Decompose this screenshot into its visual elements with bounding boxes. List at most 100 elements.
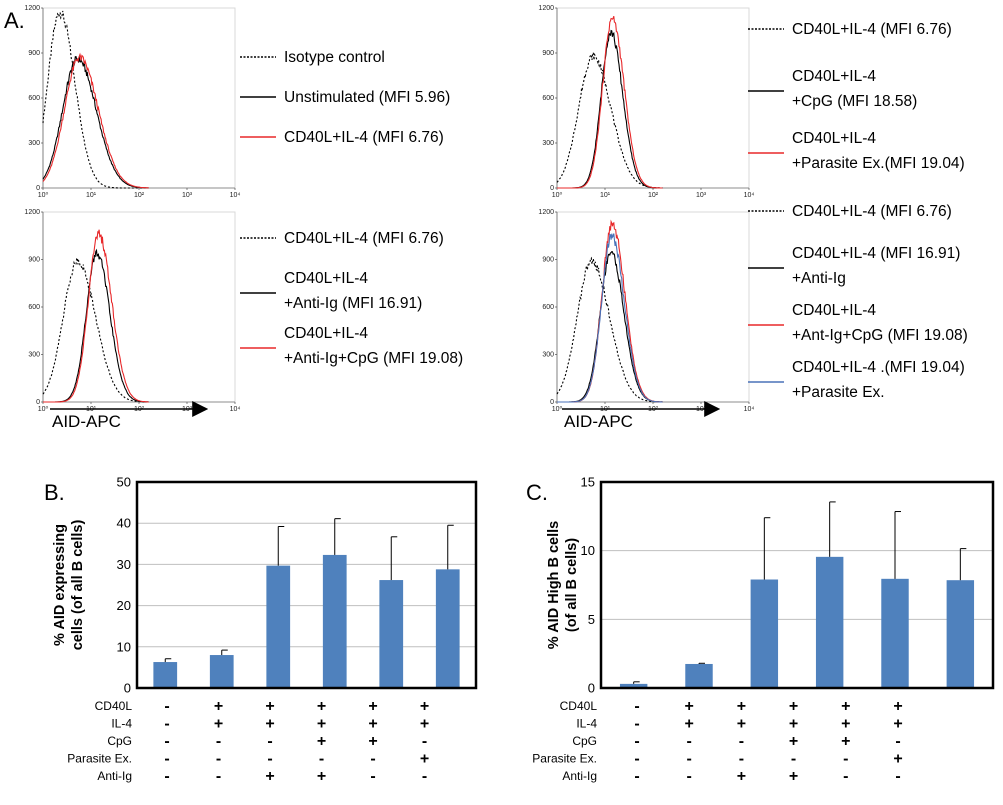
y-axis-label-line1: % AID High B cells <box>546 521 562 649</box>
plus-sign: + <box>789 716 798 733</box>
y-tick-label: 0 <box>36 185 40 192</box>
plus-sign: + <box>789 733 798 750</box>
condition-row: CpG - - - + + - <box>107 733 427 750</box>
legend-item: Isotype control <box>240 49 385 66</box>
minus-sign: - <box>843 768 848 785</box>
y-tick-label: 300 <box>542 352 554 359</box>
minus-sign: - <box>267 733 272 750</box>
legend-item: CD40L+IL-4 (MFI 6.76) <box>748 21 952 38</box>
bar <box>435 569 460 688</box>
x-tick-label: 10⁰ <box>38 191 49 199</box>
x-tick-label: 10⁰ <box>38 405 49 413</box>
plus-sign: + <box>737 698 746 715</box>
plus-sign: + <box>265 768 274 785</box>
minus-sign: - <box>634 733 639 750</box>
minus-sign: - <box>634 751 639 768</box>
y-tick-label: 600 <box>542 95 554 102</box>
plus-sign: + <box>737 716 746 733</box>
y-tick-label: 1200 <box>24 5 40 12</box>
condition-label: CpG <box>107 734 132 748</box>
condition-label: Parasite Ex. <box>532 752 597 766</box>
histogram-curve <box>42 52 149 189</box>
bar-chart-b: 0 10 20 30 40 50 % AID expressing cells (of all… <box>52 475 478 785</box>
bar-chart-c: 0 5 10 15 % AID High B cells (of all B cells)… <box>532 475 995 785</box>
legend-item: CD40L+IL-4 +Anti-Ig (MFI 16.91) <box>240 270 422 312</box>
histogram-panel-4: 1200900600300010⁰10¹10²10³10⁴CD40L+IL-4 … <box>538 203 967 413</box>
minus-sign: - <box>687 768 692 785</box>
plus-sign: + <box>317 733 326 750</box>
plus-sign: + <box>841 716 850 733</box>
condition-label: CpG <box>572 734 597 748</box>
minus-sign: - <box>216 768 221 785</box>
x-axis-title-right: AID-APC <box>562 401 721 431</box>
legend-label: CD40L+IL-4 (MFI 6.76) <box>284 129 444 146</box>
legend-label-line2: +Parasite Ex. <box>792 384 885 401</box>
plus-sign: + <box>789 698 798 715</box>
plus-sign: + <box>893 698 902 715</box>
histogram-curve <box>556 50 663 189</box>
legend-item: CD40L+IL-4 (MFI 16.91) +Anti-Ig <box>748 245 960 287</box>
y-tick-label: 300 <box>28 140 40 147</box>
y-tick-label: 1200 <box>538 5 554 12</box>
histogram-curve <box>557 250 663 403</box>
plus-sign: + <box>368 733 377 750</box>
legend-item: CD40L+IL-4 (MFI 6.76) <box>748 203 952 220</box>
bar <box>619 683 648 688</box>
legend-label: CD40L+IL-4 .(MFI 19.04) <box>792 359 965 376</box>
y-tick-label: 0 <box>550 185 554 192</box>
plus-sign: + <box>737 768 746 785</box>
condition-label: IL-4 <box>576 717 597 731</box>
legend-label: CD40L+IL-4 <box>792 68 876 85</box>
legend-label: CD40L+IL-4 (MFI 6.76) <box>792 21 952 38</box>
histogram-legend: CD40L+IL-4 (MFI 6.76) CD40L+IL-4 +CpG (MFI… <box>748 21 965 172</box>
bar <box>750 579 779 688</box>
x-tick-label: 10⁴ <box>744 192 755 199</box>
legend-item: CD40L+IL-4 (MFI 6.76) <box>240 230 444 247</box>
histogram-legend: CD40L+IL-4 (MFI 6.76) CD40L+IL-4 (MFI 16.… <box>748 203 968 401</box>
legend-item: Unstimulated (MFI 5.96) <box>240 89 450 106</box>
y-tick-label: 15 <box>581 475 595 490</box>
bar <box>266 565 291 688</box>
plus-sign: + <box>841 733 850 750</box>
legend-item: CD40L+IL-4 +Anti-Ig+CpG (MFI 19.08) <box>240 325 463 367</box>
y-tick-label: 0 <box>550 399 554 406</box>
plus-sign: + <box>265 698 274 715</box>
plus-sign: + <box>317 698 326 715</box>
legend-label: CD40L+IL-4 <box>284 325 368 342</box>
minus-sign: - <box>687 751 692 768</box>
histogram-curve <box>43 248 149 403</box>
plus-sign: + <box>368 698 377 715</box>
minus-sign: - <box>687 733 692 750</box>
minus-sign: - <box>370 751 375 768</box>
x-tick-label: 10³ <box>696 192 707 199</box>
histogram-curve <box>42 10 149 189</box>
y-tick-label: 0 <box>124 681 131 696</box>
panel-label-b: B. <box>44 480 65 505</box>
x-axis-title-label: AID-APC <box>52 412 121 431</box>
histogram-curve <box>557 233 663 403</box>
y-tick-label: 600 <box>542 304 554 311</box>
condition-row: CpG - - - + + - <box>572 733 900 750</box>
minus-sign: - <box>164 716 169 733</box>
x-tick-label: 10² <box>134 192 145 199</box>
y-tick-label: 10 <box>117 639 131 654</box>
minus-sign: - <box>739 733 744 750</box>
condition-row: Anti-Ig - - + + - - <box>562 768 900 785</box>
minus-sign: - <box>422 768 427 785</box>
legend-label: Isotype control <box>284 49 385 66</box>
condition-label: CD40L <box>560 699 598 713</box>
legend-item: CD40L+IL-4 +CpG (MFI 18.58) <box>748 68 917 110</box>
legend-label: CD40L+IL-4 (MFI 16.91) <box>792 245 960 262</box>
histogram-curve <box>42 256 149 403</box>
histogram-frame <box>42 7 236 189</box>
plus-sign: + <box>420 698 429 715</box>
minus-sign: - <box>216 733 221 750</box>
plus-sign: + <box>685 716 694 733</box>
plus-sign: + <box>893 751 902 768</box>
y-tick-label: 30 <box>117 557 131 572</box>
legend-label: CD40L+IL-4 (MFI 6.76) <box>284 230 444 247</box>
x-tick-label: 10³ <box>182 192 193 199</box>
plus-sign: + <box>317 768 326 785</box>
minus-sign: - <box>267 751 272 768</box>
